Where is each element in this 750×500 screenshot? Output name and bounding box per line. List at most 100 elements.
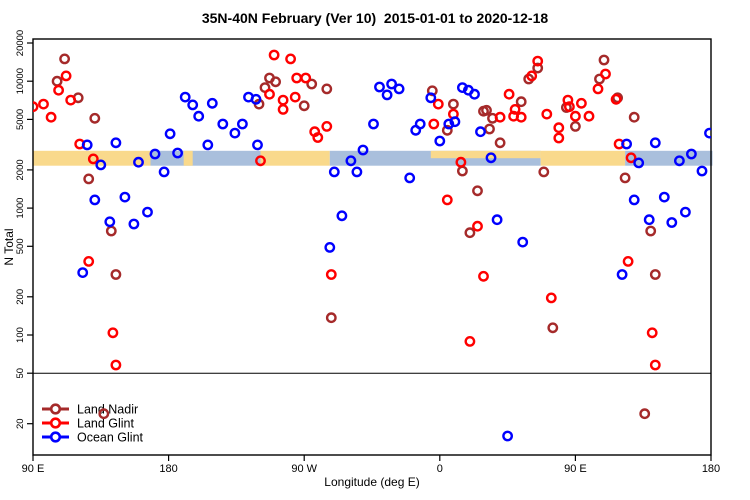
point-ocean-glint [666,217,678,228]
point-ocean-glint [250,93,262,105]
point-land-glint [464,335,476,347]
point-ocean-glint [704,127,711,139]
point-ocean-glint [502,430,513,442]
point-land-glint [503,88,515,100]
point-ocean-glint [110,137,122,149]
point-land-nadir [481,104,492,116]
legend-label-land-nadir: Land Nadir [77,403,138,417]
point-land-glint [289,91,301,103]
point-land-glint [646,327,658,339]
point-land-nadir [270,76,281,88]
point-ocean-glint [485,152,497,164]
point-ocean-glint [357,144,369,156]
point-ocean-glint [616,269,628,280]
land-ocean-band-segment [625,150,713,166]
point-land-glint [472,220,483,232]
point-ocean-glint [374,81,385,93]
y-tick-label: 100 [15,327,26,343]
point-ocean-glint [328,166,340,178]
point-ocean-glint [142,206,153,218]
point-land-glint [541,108,553,120]
point-land-glint [553,132,565,144]
legend-label-ocean-glint: Ocean Glint [77,431,144,445]
point-ocean-glint [434,135,446,147]
point-ocean-glint [381,89,393,101]
point-land-glint [441,194,453,206]
point-land-glint [600,68,611,80]
point-ocean-glint [643,214,655,226]
point-land-glint [432,98,444,110]
y-tick-label: 10000 [15,68,26,94]
point-ocean-glint [128,218,140,230]
point-ocean-glint [336,210,348,222]
point-ocean-glint [217,118,229,130]
point-land-nadir [538,166,550,178]
point-ocean-glint [696,165,708,177]
point-land-glint [553,122,565,134]
point-land-glint [583,110,595,122]
point-ocean-glint [104,216,116,228]
point-ocean-glint [351,166,363,178]
points-layer [33,49,711,442]
point-land-nadir [325,312,337,324]
point-ocean-glint [252,139,263,151]
point-land-glint [83,255,95,267]
land-ocean-band-segment [540,150,626,166]
point-land-nadir [532,62,544,74]
point-ocean-glint [236,118,248,130]
point-land-glint [576,97,587,109]
point-land-glint [60,70,72,82]
point-land-nadir [639,408,651,420]
point-ocean-glint [149,148,161,160]
point-land-glint [562,94,574,106]
y-tick-label: 2000 [15,159,26,180]
point-land-glint [325,269,337,280]
point-land-nadir [598,54,610,66]
point-land-nadir [83,173,95,185]
point-land-glint [622,255,634,267]
point-ocean-glint [81,139,93,151]
point-land-glint [38,98,49,110]
point-ocean-glint [187,99,199,111]
land-ocean-band-segment [183,150,193,166]
point-ocean-glint [89,194,101,206]
legend-marker-land-nadir [49,403,62,415]
point-ocean-glint [95,159,107,171]
point-land-glint [65,94,77,106]
point-land-nadir [441,124,453,136]
point-land-nadir [105,225,117,237]
point-ocean-glint [77,267,89,278]
legend-label-land-glint: Land Glint [77,417,135,431]
point-ocean-glint [158,166,170,178]
y-axis-title: N Total [2,228,16,266]
point-land-nadir [612,92,623,104]
y-tick-label: 5000 [15,109,26,130]
point-land-glint [277,104,289,115]
point-ocean-glint [621,138,632,150]
point-ocean-glint [517,236,529,248]
y-tick-label: 200 [15,289,26,305]
point-land-nadir [547,322,559,334]
point-ocean-glint [345,155,357,167]
legend-marker-ocean-glint [49,431,62,443]
point-land-glint [268,49,280,61]
point-land-nadir [628,111,640,123]
point-land-nadir [645,225,657,237]
point-ocean-glint [206,97,218,109]
y-tick-label: 500 [15,238,26,254]
legend-marker-land-glint [49,417,62,429]
point-land-glint [277,94,289,106]
point-land-glint [570,110,581,122]
point-land-nadir [472,185,483,197]
point-ocean-glint [469,88,480,100]
y-tick-label: 1000 [15,198,26,219]
point-land-nadir [515,96,527,108]
point-land-glint [509,104,521,115]
point-ocean-glint [649,137,661,149]
point-ocean-glint [393,83,405,95]
point-land-glint [321,121,333,132]
point-land-glint [110,359,122,371]
point-ocean-glint [633,157,645,169]
point-land-nadir [89,112,101,124]
